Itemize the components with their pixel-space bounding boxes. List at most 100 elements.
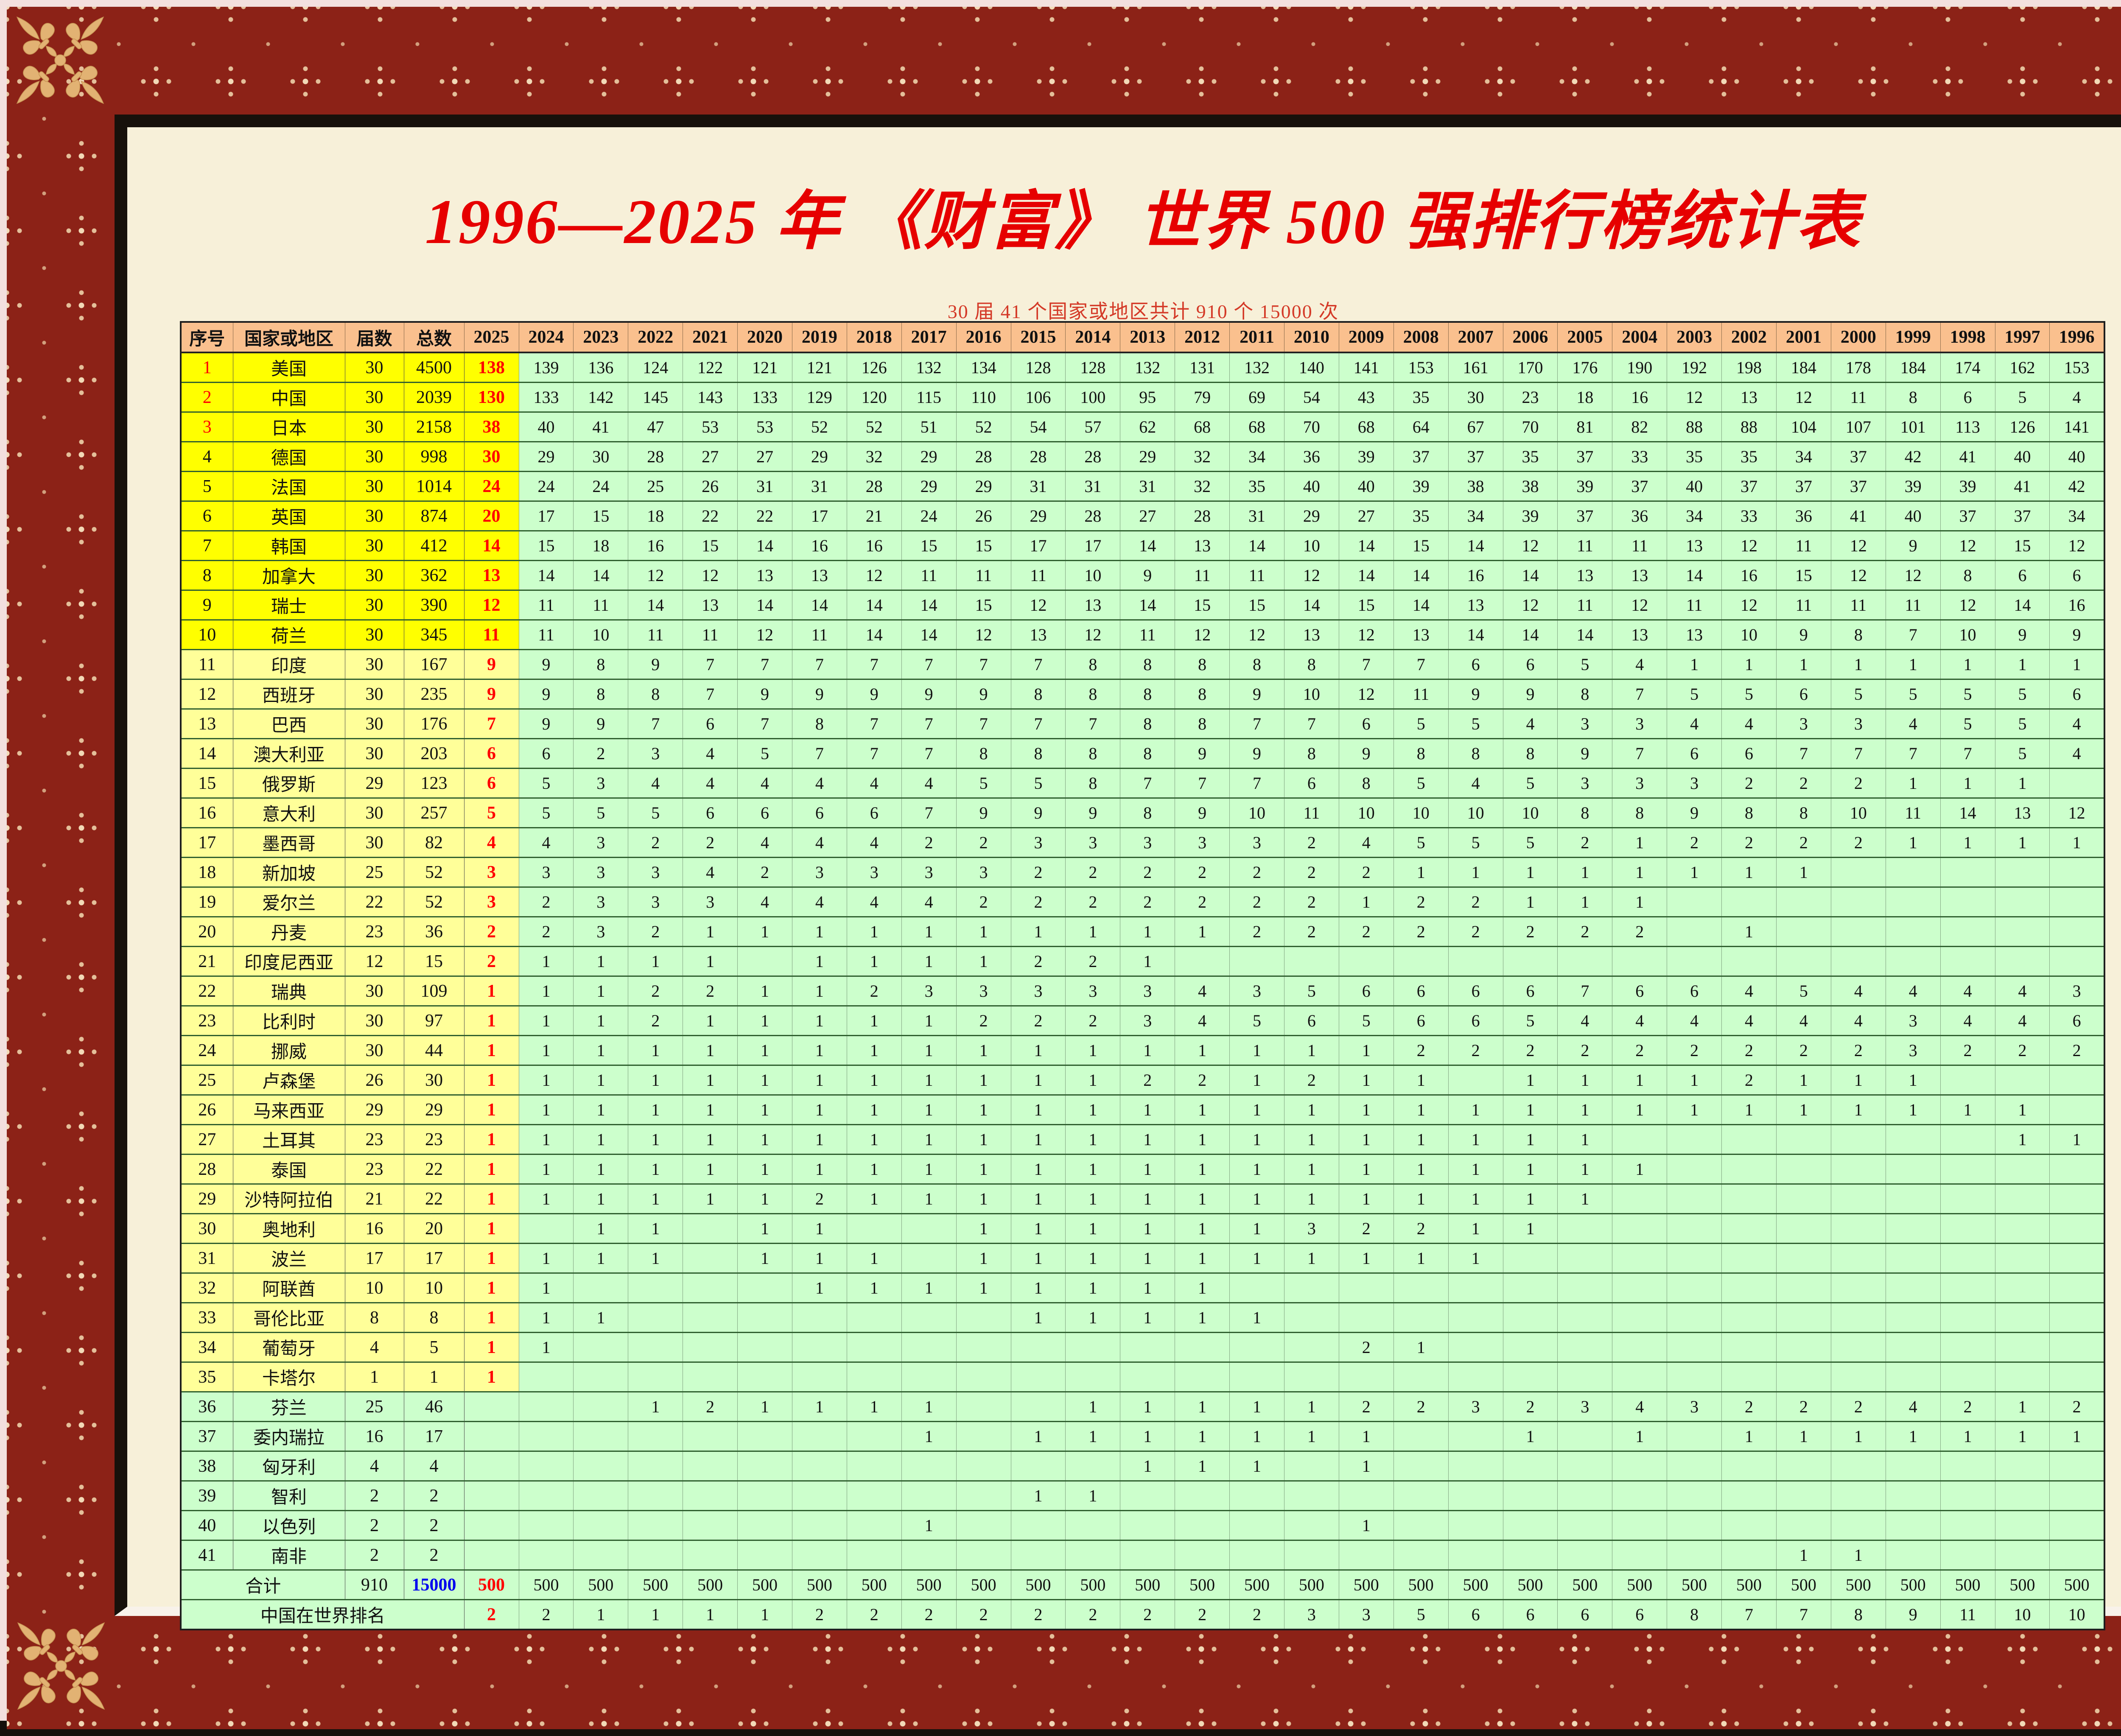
- year-cell: [846, 1540, 902, 1570]
- rank-cell: 37: [180, 1421, 233, 1451]
- year-cell: 7: [1776, 738, 1831, 769]
- year-cell: [1448, 1302, 1503, 1333]
- year-cell: 500: [1229, 1569, 1284, 1600]
- year-cell: 2: [1721, 1065, 1777, 1095]
- year-cell: 7: [1010, 708, 1066, 739]
- year-cell: [1940, 1154, 1995, 1184]
- year-cell: 6: [518, 738, 574, 769]
- year-cell: [1885, 1451, 1941, 1481]
- year-cell: 14: [846, 619, 902, 650]
- year-cell: 3: [901, 857, 957, 887]
- year-cell: 140: [1284, 352, 1339, 383]
- sessions-cell: 30: [344, 382, 404, 412]
- table-row: 26 马来西亚 29 29 1 1 1 1 1 1 1 1 1 1 1 1 1 1 1 1 1 1 1 1 1 1 1 1 1 1 1 1 1: [180, 1094, 2104, 1125]
- year-cell: [1557, 1332, 1612, 1362]
- total-cell: 4500: [403, 352, 464, 383]
- year-cell: 9: [901, 679, 957, 709]
- year-cell: [573, 1361, 628, 1392]
- table-row: 40 以色列 2 2 1 1: [180, 1510, 2104, 1540]
- rank-cell: 29: [180, 1183, 233, 1214]
- year-cell: 15: [956, 590, 1011, 620]
- year-cell: [1557, 1510, 1612, 1540]
- year-cell: 7: [1065, 708, 1120, 739]
- year-cell: 8: [1557, 679, 1612, 709]
- year-cell: 5: [518, 797, 574, 828]
- year-cell: 1: [792, 976, 847, 1006]
- year-cell: 13: [683, 590, 738, 620]
- year-cell: 1: [1065, 1302, 1120, 1333]
- year-cell: 1: [1175, 1421, 1230, 1451]
- year-cell: 2: [1776, 1035, 1831, 1065]
- year-cell: 18: [628, 500, 683, 531]
- year-cell: 500: [1612, 1569, 1667, 1600]
- year-cell: 132: [1120, 352, 1175, 383]
- year-cell: 3: [1338, 1599, 1394, 1630]
- year-cell: [1885, 1540, 1941, 1570]
- year-cell: 4: [1557, 1005, 1612, 1036]
- year-cell: [628, 1332, 683, 1362]
- year-cell: 1: [792, 1094, 847, 1125]
- year-cell: 3: [628, 857, 683, 887]
- year-cell: 1: [573, 1183, 628, 1214]
- country-cell: 日本: [232, 411, 345, 442]
- year-cell: 1: [1612, 1154, 1667, 1184]
- year-cell: 7: [1393, 649, 1449, 679]
- year-cell: 8: [1830, 1599, 1886, 1630]
- year-cell: 40: [2049, 441, 2104, 472]
- year-cell: 1: [846, 1272, 902, 1303]
- year-cell: [1667, 1480, 1722, 1511]
- year-cell: 3: [1010, 976, 1066, 1006]
- year-cell: 7: [1721, 1599, 1777, 1630]
- year-cell: 35: [1393, 382, 1449, 412]
- year-cell: 11: [1393, 679, 1449, 709]
- year-cell: 33: [1721, 500, 1777, 531]
- year-cell: 81: [1557, 411, 1612, 442]
- year-cell: 8: [1612, 797, 1667, 828]
- year-cell: 4: [737, 886, 792, 917]
- year-cell: 2: [846, 976, 902, 1006]
- year-cell: 1: [901, 1510, 957, 1540]
- year-cell: 1: [1995, 1094, 2050, 1125]
- year-cell: 131: [1175, 352, 1230, 383]
- year-2025-cell: 1: [464, 1332, 519, 1362]
- year-cell: [1995, 946, 2050, 976]
- year-cell: 6: [1667, 976, 1722, 1006]
- sessions-cell: 30: [344, 738, 404, 769]
- year-cell: 3: [1776, 708, 1831, 739]
- year-cell: [1885, 1332, 1941, 1362]
- country-cell: 印度尼西亚: [232, 946, 345, 976]
- year-2025-cell: [464, 1540, 519, 1570]
- year-2025-cell: 5: [464, 797, 519, 828]
- year-cell: [1284, 1510, 1339, 1540]
- year-cell: [1885, 1183, 1941, 1214]
- country-cell: 哥伦比亚: [232, 1302, 345, 1333]
- column-header: 序号: [180, 322, 233, 353]
- year-cell: [2049, 768, 2104, 798]
- year-cell: [1503, 1540, 1558, 1570]
- year-cell: 500: [901, 1569, 957, 1600]
- year-cell: 500: [1557, 1569, 1612, 1600]
- year-cell: 16: [1612, 382, 1667, 412]
- year-cell: 2: [1557, 1035, 1612, 1065]
- year-cell: [628, 1540, 683, 1570]
- year-cell: [1885, 946, 1941, 976]
- year-cell: 1: [1776, 649, 1831, 679]
- total-cell: 2: [403, 1480, 464, 1511]
- year-cell: 14: [1284, 590, 1339, 620]
- year-cell: 4: [846, 886, 902, 917]
- sessions-cell: 17: [344, 1243, 404, 1273]
- year-cell: 1: [901, 916, 957, 947]
- year-2025-cell: [464, 1510, 519, 1540]
- year-cell: [683, 1272, 738, 1303]
- year-cell: 1: [2049, 649, 2104, 679]
- year-cell: 2: [1940, 1035, 1995, 1065]
- year-cell: 5: [1503, 768, 1558, 798]
- year-cell: [1503, 1302, 1558, 1333]
- year-cell: 64: [1393, 411, 1449, 442]
- year-cell: 1: [1393, 1154, 1449, 1184]
- year-cell: [1448, 1421, 1503, 1451]
- year-cell: [1776, 1332, 1831, 1362]
- sessions-cell: 2: [344, 1480, 404, 1511]
- year-cell: 7: [1940, 738, 1995, 769]
- year-cell: [1940, 1332, 1995, 1362]
